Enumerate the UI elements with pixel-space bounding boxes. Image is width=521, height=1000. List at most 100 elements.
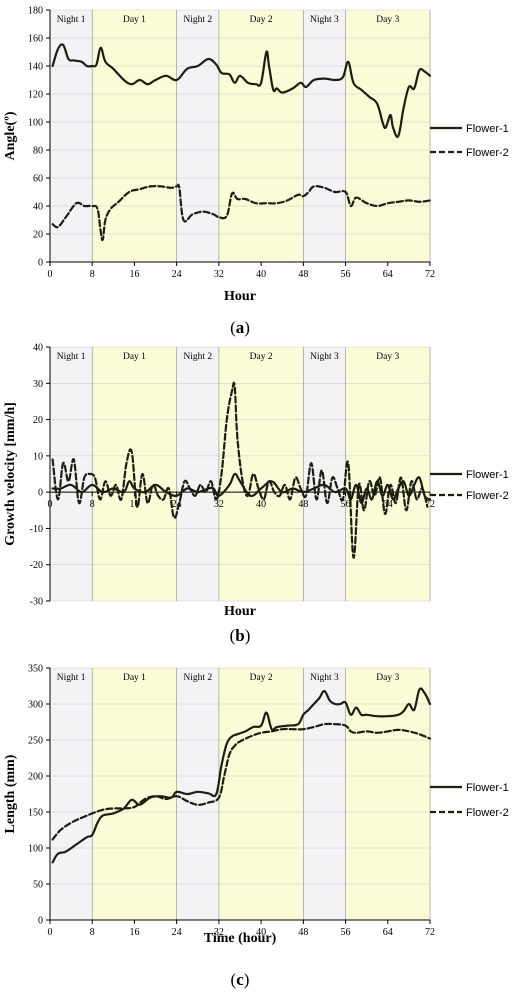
panel-label: (c) — [231, 970, 250, 989]
x-tick-label: 8 — [90, 499, 95, 510]
x-tick-label: 16 — [129, 269, 139, 280]
period-label: Night 1 — [57, 15, 86, 25]
x-axis-label: Hour — [224, 604, 256, 619]
series-line-flower-2 — [51, 183, 432, 242]
x-tick-label: 48 — [298, 499, 308, 510]
period-label: Night 3 — [310, 15, 339, 25]
y-tick-label: 100 — [28, 844, 43, 855]
period-band-night-3 — [303, 347, 346, 601]
x-tick-label: 0 — [48, 927, 53, 938]
panel-label: (a) — [230, 318, 250, 337]
y-tick-label: 250 — [28, 736, 43, 747]
y-tick-label: 20 — [33, 230, 43, 241]
x-tick-label: 40 — [256, 499, 266, 510]
y-tick-label: 20 — [33, 415, 43, 426]
series-line-flower-1 — [51, 43, 432, 138]
period-label: Night 1 — [57, 352, 86, 362]
x-tick-label: 72 — [425, 499, 435, 510]
x-tick-label: 16 — [129, 927, 139, 938]
x-tick-label: 8 — [90, 269, 95, 280]
y-tick-label: -20 — [30, 560, 43, 571]
y-tick-label: 120 — [28, 90, 43, 101]
y-tick-label: 300 — [28, 700, 43, 711]
period-band-day-2 — [218, 347, 304, 601]
x-tick-label: 64 — [383, 269, 393, 280]
period-band-day-1 — [92, 668, 177, 920]
x-tick-label: 24 — [172, 269, 182, 280]
y-tick-label: 100 — [28, 118, 43, 129]
legend-label: Flower-2 — [466, 147, 509, 159]
y-tick-label: 350 — [28, 664, 43, 675]
period-label: Day 3 — [376, 15, 399, 25]
x-tick-label: 56 — [341, 269, 351, 280]
y-tick-label: 30 — [33, 379, 43, 390]
period-label: Day 1 — [123, 673, 146, 683]
legend-label: Flower-2 — [466, 807, 509, 819]
period-label: Day 2 — [250, 673, 273, 683]
period-label: Night 3 — [310, 673, 339, 683]
period-label: Day 3 — [376, 352, 399, 362]
y-tick-label: 40 — [33, 202, 43, 213]
x-tick-label: 16 — [129, 499, 139, 510]
period-label: Night 2 — [183, 673, 212, 683]
y-tick-label: -30 — [30, 597, 43, 608]
series-line-flower-2 — [51, 722, 432, 841]
x-tick-label: 8 — [90, 927, 95, 938]
x-tick-label: 0 — [48, 269, 53, 280]
x-tick-label: 32 — [214, 927, 224, 938]
period-label: Night 3 — [310, 352, 339, 362]
period-band-night-2 — [176, 347, 219, 601]
length-chart: Night 1 Day 1 Night 2 Day 2 Night 3 Day 3 0 8 16… — [3, 664, 509, 990]
x-axis-label: Hour — [224, 289, 256, 304]
period-band-day-3 — [345, 668, 430, 920]
x-tick-label: 40 — [256, 927, 266, 938]
x-tick-label: 24 — [172, 927, 182, 938]
legend-label: Flower-2 — [466, 490, 509, 502]
y-tick-label: 180 — [28, 6, 43, 17]
x-tick-label: 24 — [172, 499, 182, 510]
y-tick-label: 200 — [28, 772, 43, 783]
period-band-day-2 — [218, 668, 304, 920]
legend-label: Flower-1 — [466, 123, 509, 135]
period-band-day-3 — [345, 347, 430, 601]
x-tick-label: 56 — [341, 499, 351, 510]
series-line-flower-2 — [51, 381, 429, 559]
y-tick-label: 80 — [33, 146, 43, 157]
x-tick-label: 0 — [48, 499, 53, 510]
period-band-night-3 — [303, 668, 346, 920]
period-label: Night 2 — [183, 352, 212, 362]
y-tick-label: 50 — [33, 880, 43, 891]
x-tick-label: 56 — [341, 927, 351, 938]
period-band-night-3 — [303, 10, 346, 262]
period-label: Day 2 — [250, 352, 273, 362]
period-label: Day 2 — [250, 15, 273, 25]
y-tick-label: 0 — [38, 258, 43, 269]
period-label: Day 1 — [123, 15, 146, 25]
series-line-flower-1 — [51, 472, 432, 505]
x-tick-label: 32 — [214, 269, 224, 280]
x-tick-label: 48 — [298, 269, 308, 280]
y-axis-label: Angle(º) — [3, 111, 18, 160]
y-tick-label: 10 — [33, 451, 43, 462]
angle-chart: Night 1 Day 1 Night 2 Day 2 Night 3 Day 3 0 8 16… — [3, 6, 509, 338]
y-tick-label: 0 — [38, 916, 43, 927]
series-line-flower-1 — [51, 687, 432, 864]
y-tick-label: 60 — [33, 174, 43, 185]
y-tick-label: -10 — [30, 524, 43, 535]
period-band-night-2 — [176, 10, 219, 262]
y-tick-label: 160 — [28, 34, 43, 45]
x-tick-label: 64 — [383, 499, 393, 510]
y-tick-label: 150 — [28, 808, 43, 819]
x-tick-label: 64 — [383, 927, 393, 938]
y-tick-label: 140 — [28, 62, 43, 73]
y-tick-label: 0 — [38, 488, 43, 499]
panel-label: (b) — [230, 626, 251, 645]
x-axis-label: Time (hour) — [204, 931, 277, 946]
period-label: Night 2 — [183, 15, 212, 25]
x-tick-label: 32 — [214, 499, 224, 510]
period-label: Day 1 — [123, 352, 146, 362]
x-tick-label: 72 — [425, 269, 435, 280]
x-tick-label: 72 — [425, 927, 435, 938]
legend-label: Flower-1 — [466, 782, 509, 794]
y-axis-label: Growth velocity [mm/h] — [3, 402, 18, 546]
